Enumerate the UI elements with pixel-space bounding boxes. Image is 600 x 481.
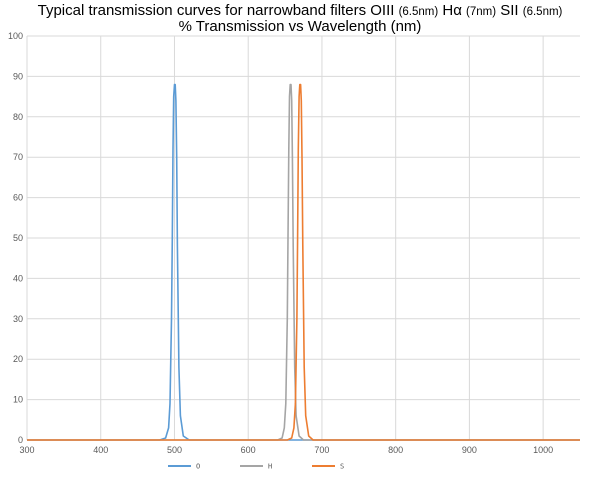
title-ha-bandwidth: (7nm)	[466, 6, 497, 18]
y-tick-label: 40	[13, 273, 23, 283]
title-sii-bandwidth: (6.5nm)	[522, 6, 563, 18]
x-tick-label: 900	[462, 445, 477, 455]
x-axis-ticks: 300 400 500 600 700 800 900 1000	[19, 445, 553, 455]
y-tick-label: 70	[13, 152, 23, 162]
series-line-h	[27, 83, 580, 441]
y-tick-label: 60	[13, 193, 23, 203]
series-lines	[27, 83, 580, 441]
y-tick-label: 10	[13, 395, 23, 405]
legend-label-s: S	[340, 463, 344, 471]
x-tick-label: 700	[314, 445, 329, 455]
x-tick-label: 800	[388, 445, 403, 455]
y-tick-label: 20	[13, 354, 23, 364]
y-tick-label: 50	[13, 233, 23, 243]
y-tick-label: 80	[13, 112, 23, 122]
series-line-s	[27, 83, 580, 441]
title-part-3: SII	[496, 2, 523, 19]
chart-title: Typical transmission curves for narrowba…	[0, 2, 600, 19]
y-tick-label: 90	[13, 71, 23, 81]
y-tick-label: 30	[13, 314, 23, 324]
title-oiii-bandwidth: (6.5nm)	[398, 6, 439, 18]
chart-subtitle: % Transmission vs Wavelength (nm)	[178, 18, 422, 35]
y-axis-ticks: 0 10 20 30 40 50 60 70 80 90 100	[8, 31, 23, 445]
series-line-o	[27, 83, 580, 441]
y-tick-label: 0	[18, 435, 23, 445]
x-tick-label: 1000	[533, 445, 553, 455]
x-tick-label: 600	[241, 445, 256, 455]
x-tick-label: 400	[93, 445, 108, 455]
legend-label-o: O	[196, 463, 200, 471]
y-tick-label: 100	[8, 31, 23, 41]
legend-label-h: H	[268, 463, 272, 471]
title-part-2: Hα	[438, 2, 467, 19]
x-tick-label: 300	[19, 445, 34, 455]
title-part-1: Typical transmission curves for narrowba…	[37, 2, 399, 19]
x-tick-label: 500	[167, 445, 182, 455]
